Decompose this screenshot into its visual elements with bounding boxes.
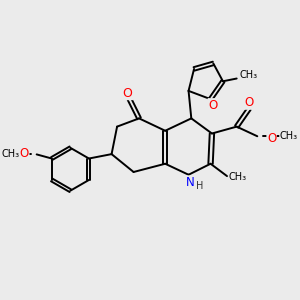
Text: O: O bbox=[244, 96, 254, 109]
Text: CH₃: CH₃ bbox=[228, 172, 247, 182]
Text: N: N bbox=[186, 176, 195, 189]
Text: O: O bbox=[267, 132, 276, 145]
Text: CH₃: CH₃ bbox=[239, 70, 257, 80]
Text: CH₃: CH₃ bbox=[280, 131, 298, 141]
Text: CH₃: CH₃ bbox=[2, 149, 20, 159]
Text: O: O bbox=[20, 146, 29, 160]
Text: O: O bbox=[208, 99, 218, 112]
Text: O: O bbox=[123, 87, 133, 100]
Text: H: H bbox=[196, 181, 204, 191]
